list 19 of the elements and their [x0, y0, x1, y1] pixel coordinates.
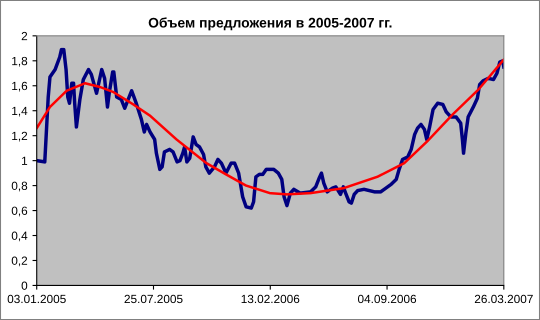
y-tick-label: 2	[22, 32, 28, 40]
chart-title: Объем предложения в 2005-2007 гг.	[148, 17, 392, 30]
y-tick-label: 1,2	[12, 132, 28, 142]
x-tick-label: 25.07.2005	[124, 294, 183, 304]
x-tick-label: 04.09.2006	[358, 294, 416, 304]
y-tick-label: 0,4	[12, 232, 28, 242]
y-tick-label: 0	[22, 281, 28, 290]
y-tick-label: 0,8	[12, 182, 28, 192]
y-tick-label: 1,4	[12, 106, 28, 117]
x-tick-label: 26.03.2007	[474, 294, 533, 304]
x-tick-label: 03.01.2005	[8, 294, 66, 304]
y-tick-label: 0,2	[12, 256, 28, 266]
line-series	[36, 58, 504, 196]
y-tick-label: 1	[22, 156, 28, 165]
y-tick-label: 1,8	[12, 56, 28, 67]
x-tick-label: 13.02.2006	[242, 294, 300, 304]
line-series	[36, 48, 504, 210]
y-tick-label: 0,6	[12, 206, 28, 216]
y-tick-label: 1,6	[12, 82, 28, 92]
